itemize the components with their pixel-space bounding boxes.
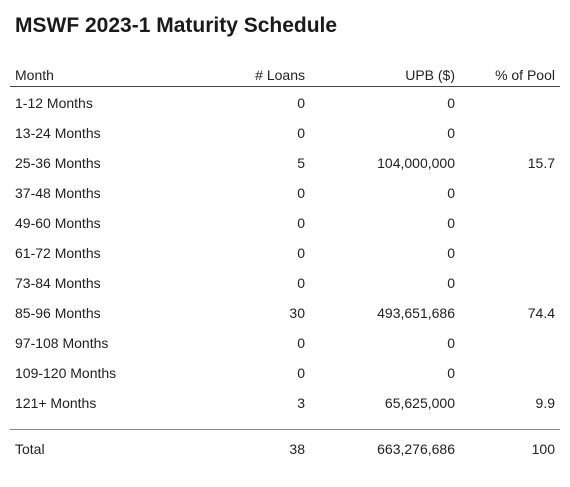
upb-cell: 0 <box>447 335 455 351</box>
upb-cell: 0 <box>447 95 455 111</box>
table-row: 85-96 Months 30 493,651,686 74.4 <box>10 298 560 328</box>
month-cell: 25-36 Months <box>15 155 101 171</box>
month-cell: 49-60 Months <box>15 215 101 231</box>
table-row: 13-24 Months 0 0 <box>10 118 560 148</box>
upb-cell: 104,000,000 <box>377 155 455 171</box>
table-row: 109-120 Months 0 0 <box>10 358 560 388</box>
month-cell: 13-24 Months <box>15 125 101 141</box>
month-cell: 121+ Months <box>15 395 97 411</box>
loans-cell: 0 <box>297 215 305 231</box>
column-header-upb: UPB ($) <box>405 67 455 83</box>
table-row: 97-108 Months 0 0 <box>10 328 560 358</box>
loans-cell: 0 <box>297 125 305 141</box>
loans-cell: 0 <box>297 185 305 201</box>
loans-cell: 0 <box>297 365 305 381</box>
upb-cell: 0 <box>447 275 455 291</box>
upb-cell: 0 <box>447 365 455 381</box>
table-row: 73-84 Months 0 0 <box>10 268 560 298</box>
upb-cell: 0 <box>447 185 455 201</box>
loans-cell: 3 <box>297 395 305 411</box>
month-cell: 61-72 Months <box>15 245 101 261</box>
column-header-pct: % of Pool <box>495 67 555 83</box>
month-cell: 97-108 Months <box>15 335 109 351</box>
page-title: MSWF 2023-1 Maturity Schedule <box>15 14 338 37</box>
table-header: Month # Loans UPB ($) % of Pool <box>10 64 560 87</box>
upb-cell: 0 <box>447 215 455 231</box>
table-row: 1-12 Months 0 0 <box>10 88 560 118</box>
column-header-loans: # Loans <box>255 67 305 83</box>
month-cell: 85-96 Months <box>15 305 101 321</box>
table-row: 121+ Months 3 65,625,000 9.9 <box>10 388 560 418</box>
column-header-month: Month <box>15 67 54 83</box>
upb-cell: 493,651,686 <box>377 305 455 321</box>
loans-cell: 30 <box>289 305 305 321</box>
total-loans: 38 <box>289 441 305 457</box>
upb-cell: 65,625,000 <box>384 395 455 411</box>
month-cell: 109-120 Months <box>15 365 117 381</box>
pct-cell: 15.7 <box>527 155 555 171</box>
total-divider <box>10 418 560 430</box>
month-cell: 37-48 Months <box>15 185 101 201</box>
total-upb: 663,276,686 <box>377 441 455 457</box>
month-cell: 1-12 Months <box>15 95 93 111</box>
total-pct: 100 <box>531 441 555 457</box>
table-body: 1-12 Months 0 0 13-24 Months 0 0 25-36 M… <box>10 88 560 418</box>
table-row: 61-72 Months 0 0 <box>10 238 560 268</box>
month-cell: 73-84 Months <box>15 275 101 291</box>
upb-cell: 0 <box>447 245 455 261</box>
table-row: 37-48 Months 0 0 <box>10 178 560 208</box>
loans-cell: 5 <box>297 155 305 171</box>
pct-cell: 74.4 <box>527 305 555 321</box>
total-label: Total <box>15 441 45 457</box>
loans-cell: 0 <box>297 275 305 291</box>
upb-cell: 0 <box>447 125 455 141</box>
maturity-table: Month # Loans UPB ($) % of Pool 1-12 Mon… <box>10 64 560 464</box>
total-row: Total 38 663,276,686 100 <box>10 434 560 464</box>
loans-cell: 0 <box>297 245 305 261</box>
loans-cell: 0 <box>297 335 305 351</box>
table-row: 49-60 Months 0 0 <box>10 208 560 238</box>
table-row: 25-36 Months 5 104,000,000 15.7 <box>10 148 560 178</box>
loans-cell: 0 <box>297 95 305 111</box>
pct-cell: 9.9 <box>535 395 555 411</box>
